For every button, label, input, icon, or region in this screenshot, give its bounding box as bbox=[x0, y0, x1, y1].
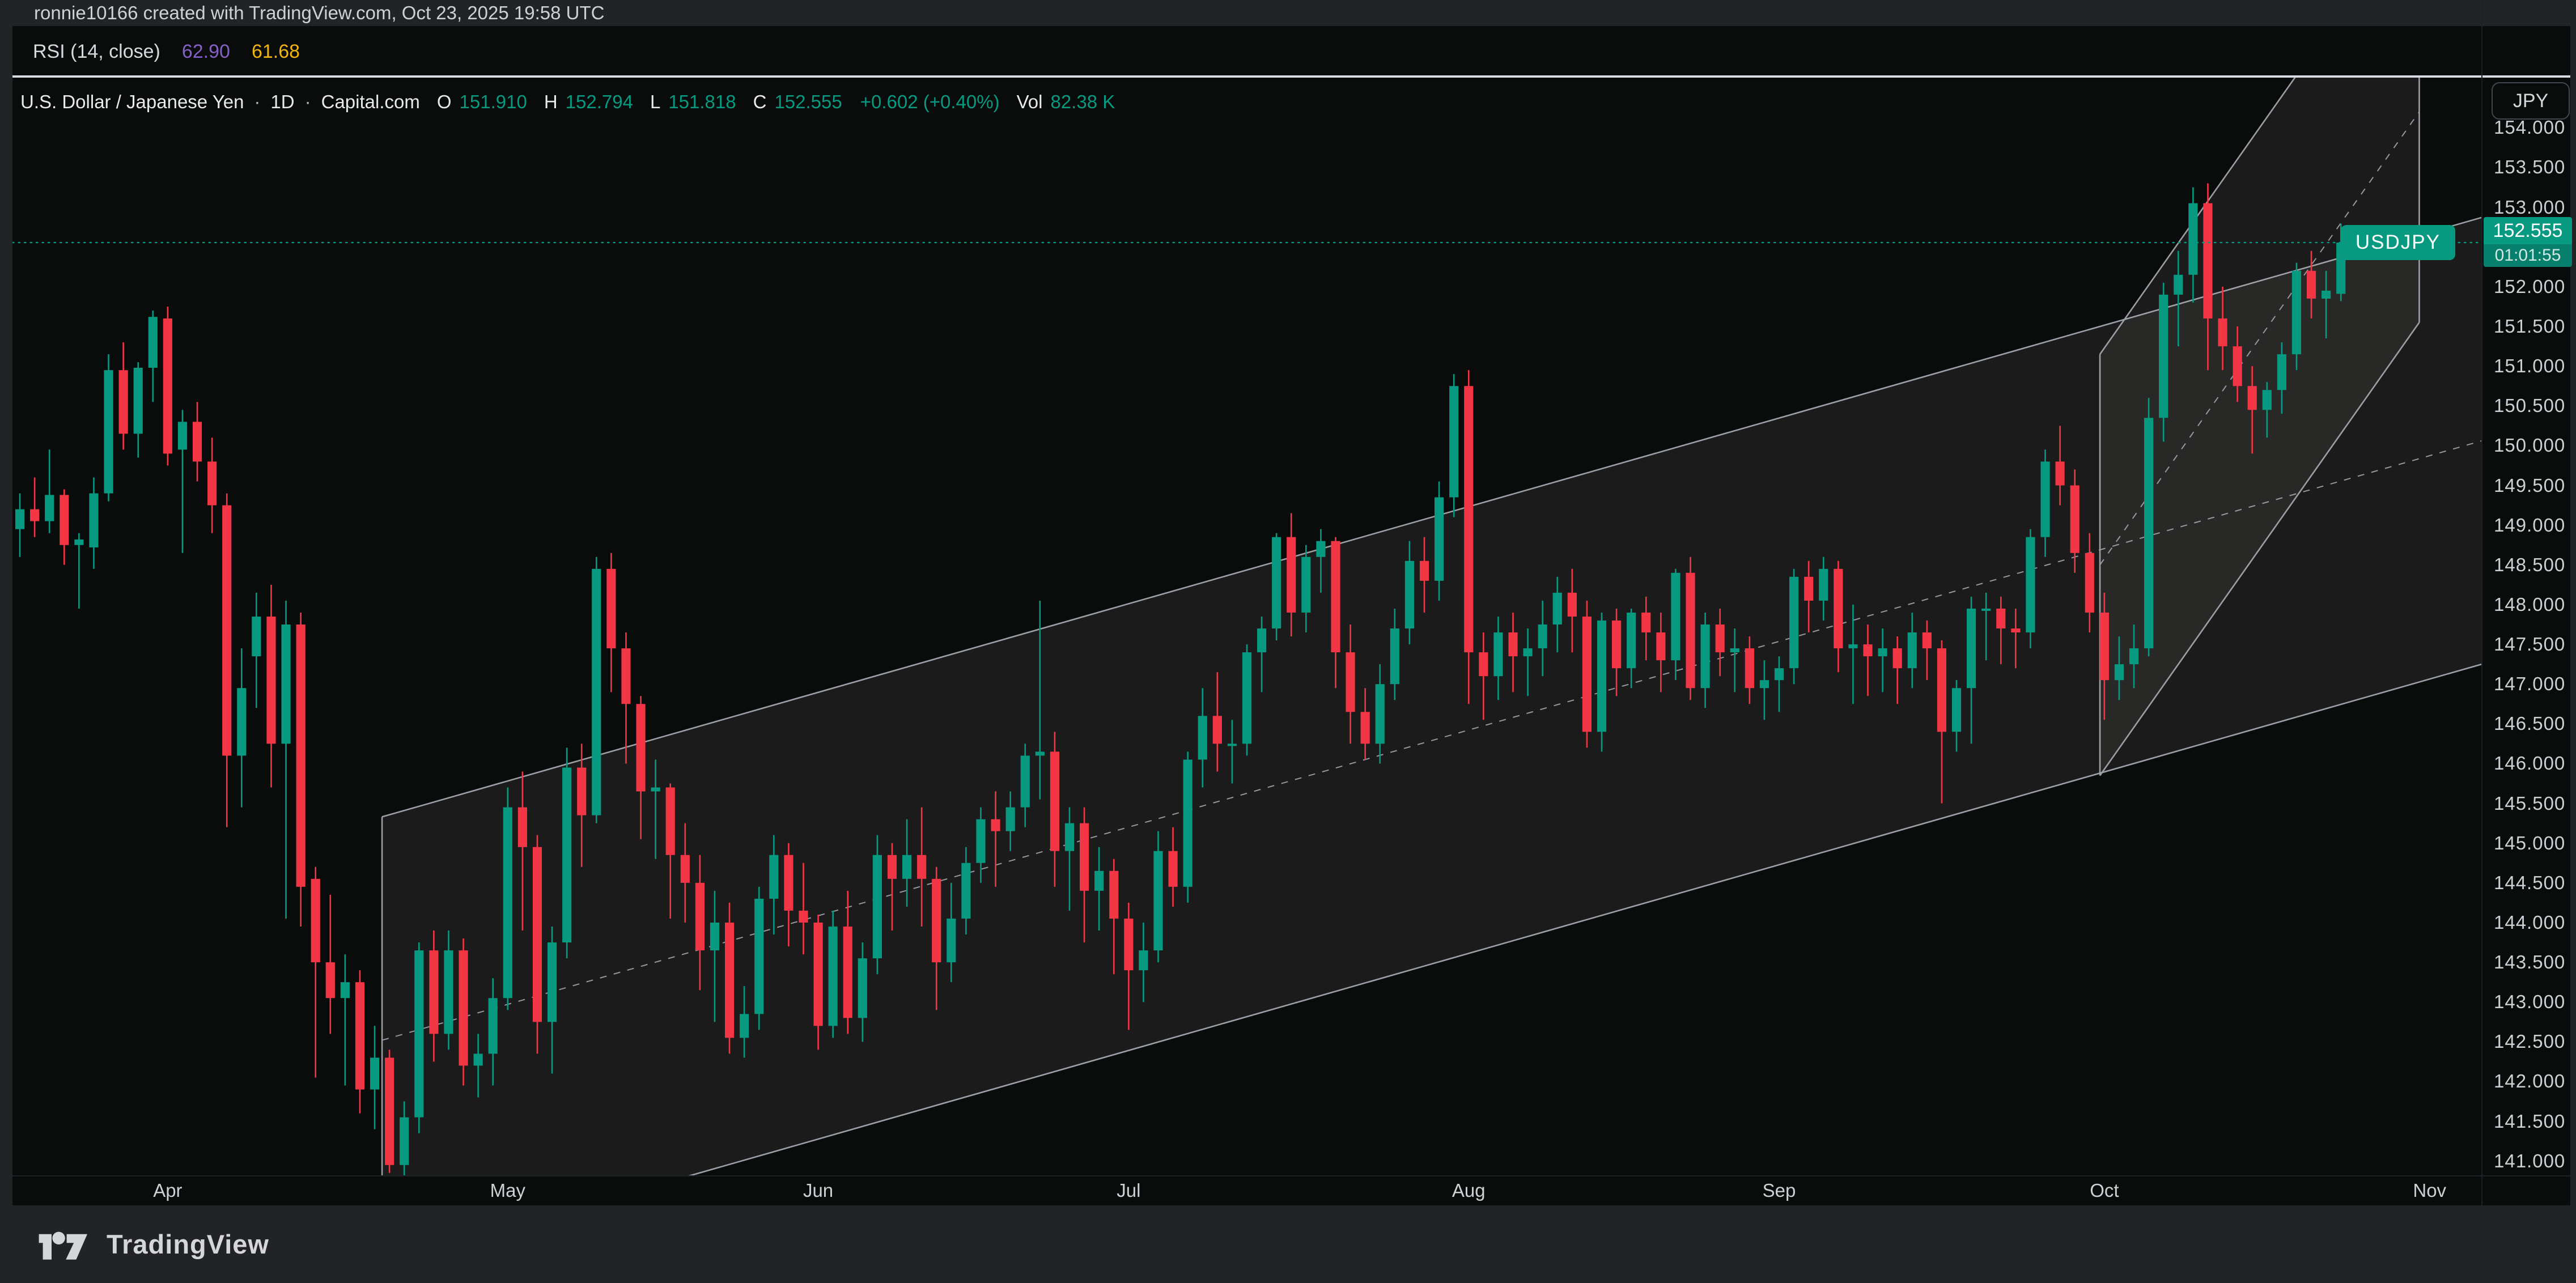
price-tick: 151.500 bbox=[2494, 316, 2566, 337]
price-axis[interactable]: JPY 154.000153.500153.000152.500152.0001… bbox=[2481, 0, 2576, 1205]
pane-separator[interactable] bbox=[12, 75, 2570, 78]
axis-badge-price: 152.555 bbox=[2493, 220, 2563, 242]
time-tick-may: May bbox=[490, 1180, 525, 1201]
price-tick: 142.500 bbox=[2494, 1031, 2566, 1052]
time-tick-sep: Sep bbox=[1762, 1180, 1796, 1201]
price-tick: 149.500 bbox=[2494, 474, 2566, 496]
change-value: +0.602 (+0.40%) bbox=[860, 91, 1000, 112]
legend-separator: · bbox=[304, 91, 311, 112]
time-tick-apr: Apr bbox=[153, 1180, 183, 1201]
price-tick: 143.500 bbox=[2494, 951, 2566, 973]
rsi-legend-row[interactable]: RSI (14, close) 62.90 61.68 bbox=[33, 31, 300, 72]
legend-separator: · bbox=[254, 91, 261, 112]
price-tick: 148.000 bbox=[2494, 593, 2566, 615]
price-tick: 151.000 bbox=[2494, 355, 2566, 377]
time-tick-aug: Aug bbox=[1452, 1180, 1486, 1201]
volume-label: Vol bbox=[1016, 91, 1043, 112]
price-tick: 153.500 bbox=[2494, 156, 2566, 178]
price-tick: 146.000 bbox=[2494, 753, 2566, 774]
high-label: H bbox=[544, 91, 558, 112]
close-value: 152.555 bbox=[774, 91, 842, 112]
high-value: 152.794 bbox=[565, 91, 633, 112]
axis-badge-countdown: 01:01:55 bbox=[2484, 244, 2572, 267]
attribution-bar: ronnie10166 created with TradingView.com… bbox=[0, 0, 2576, 26]
price-tick: 143.000 bbox=[2494, 991, 2566, 1013]
symbol-exchange: Capital.com bbox=[321, 91, 420, 112]
price-tick: 150.000 bbox=[2494, 435, 2566, 456]
attribution-text: ronnie10166 created with TradingView.com… bbox=[34, 2, 605, 23]
price-tick: 148.500 bbox=[2494, 554, 2566, 575]
price-tick: 154.000 bbox=[2494, 117, 2566, 138]
price-line-symbol: USDJPY bbox=[2355, 231, 2441, 254]
time-tick-oct: Oct bbox=[2090, 1180, 2119, 1201]
price-tick: 147.000 bbox=[2494, 673, 2566, 695]
low-label: L bbox=[650, 91, 661, 112]
currency-toggle-button[interactable]: JPY bbox=[2492, 82, 2570, 120]
price-tick: 145.500 bbox=[2494, 792, 2566, 814]
rsi-value: 62.90 bbox=[181, 40, 230, 62]
price-tick: 152.000 bbox=[2494, 275, 2566, 297]
time-tick-jun: Jun bbox=[803, 1180, 834, 1201]
time-tick-nov: Nov bbox=[2413, 1180, 2447, 1201]
symbol-legend-row[interactable]: U.S. Dollar / Japanese Yen · 1D · Capita… bbox=[20, 90, 1115, 114]
price-tick: 141.500 bbox=[2494, 1110, 2566, 1132]
price-tick: 153.000 bbox=[2494, 196, 2566, 218]
axis-price-badge: 152.555 01:01:55 bbox=[2484, 217, 2572, 267]
open-value: 151.910 bbox=[459, 91, 527, 112]
chart-plot-area[interactable] bbox=[12, 78, 2481, 1175]
volume-value: 82.38 K bbox=[1050, 91, 1115, 112]
price-tick: 144.500 bbox=[2494, 872, 2566, 893]
currency-label: JPY bbox=[2513, 90, 2549, 112]
rsi-signal-value: 61.68 bbox=[251, 40, 300, 62]
symbol-title: U.S. Dollar / Japanese Yen bbox=[20, 91, 244, 112]
time-axis[interactable]: Apr May Jun Jul Aug Sep Oct Nov bbox=[12, 1175, 2481, 1206]
price-tick: 144.000 bbox=[2494, 911, 2566, 933]
price-tick: 145.000 bbox=[2494, 832, 2566, 853]
price-tick: 147.500 bbox=[2494, 634, 2566, 655]
close-label: C bbox=[753, 91, 767, 112]
price-line-label: USDJPY bbox=[2340, 225, 2455, 261]
price-tick: 149.000 bbox=[2494, 514, 2566, 536]
footer-bar: TradingView bbox=[0, 1205, 2576, 1283]
rsi-label: RSI (14, close) bbox=[33, 40, 160, 62]
price-tick: 150.500 bbox=[2494, 395, 2566, 417]
price-tick: 142.000 bbox=[2494, 1070, 2566, 1092]
low-value: 151.818 bbox=[668, 91, 736, 112]
open-label: O bbox=[436, 91, 452, 112]
tradingview-logo-icon bbox=[39, 1231, 87, 1260]
price-tick: 146.500 bbox=[2494, 713, 2566, 734]
tradingview-brand-text: TradingView bbox=[107, 1229, 269, 1259]
time-tick-jul: Jul bbox=[1117, 1180, 1141, 1201]
symbol-interval: 1D bbox=[270, 91, 295, 112]
price-tick: 141.000 bbox=[2494, 1150, 2566, 1171]
